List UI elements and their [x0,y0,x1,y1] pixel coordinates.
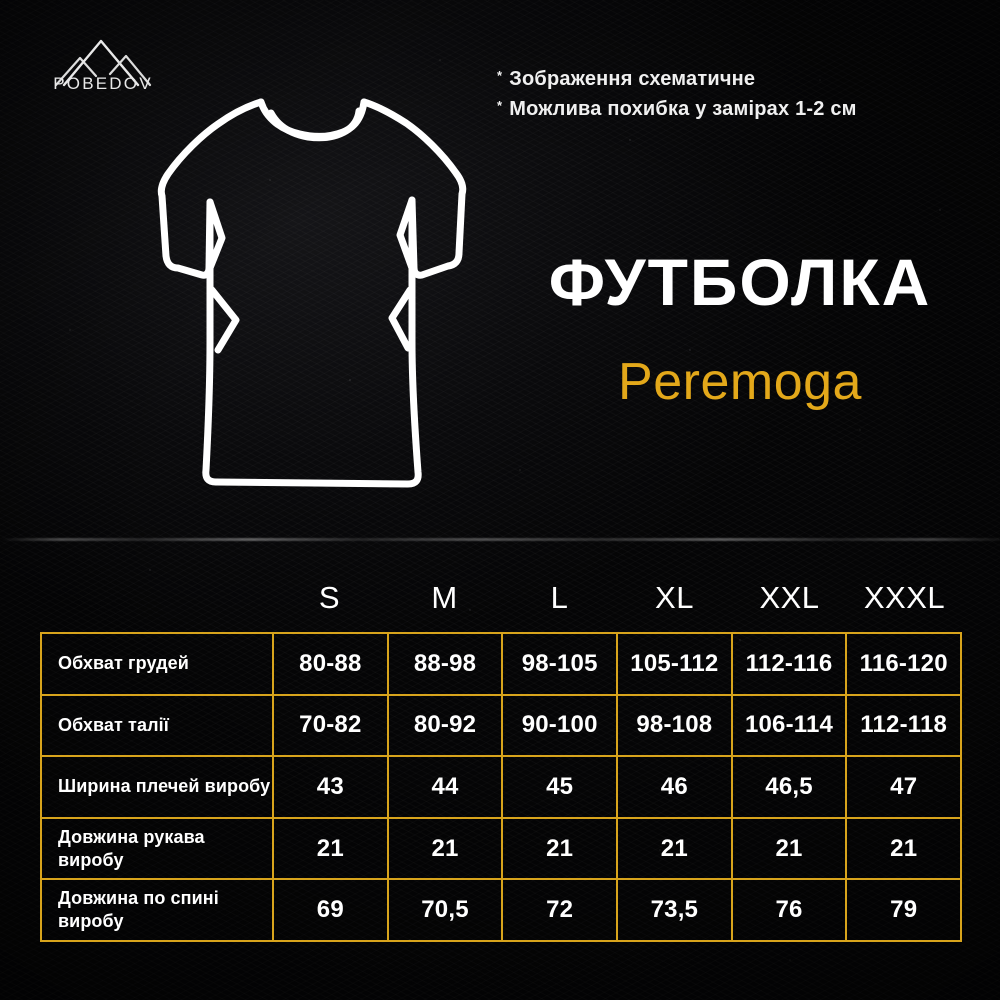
cell-value: 21 [389,818,504,879]
cell-value: 46 [618,757,733,817]
row-label: Довжина рукава виробу [42,818,274,879]
table-row: Обхват грудей 80-88 88-98 98-105 105-112… [42,634,960,696]
tshirt-outline-icon [157,98,467,488]
cell-value: 80-88 [274,634,389,694]
mountain-peaks-icon [54,39,152,87]
cell-value: 79 [890,896,918,924]
cell-value: 112-116 [733,634,848,694]
note-text: Зображення схематичне [509,68,756,90]
cell-value: 106-114 [733,695,848,756]
size-headers-spacer [40,572,272,624]
table-row: Довжина рукава виробу 21 21 21 21 21 21 [42,818,960,881]
table-row: Ширина плечей виробу 43 44 45 46 46,5 47 [42,757,960,819]
cell-value: 90-100 [503,695,619,756]
product-subtitle: Peremoga [618,353,862,411]
note-text: Можлива похибка у замірах 1-2 см [509,98,857,120]
size-header-l: L [550,580,569,615]
cell-value: 69 [274,880,389,940]
cell-value: 105-112 [618,634,733,694]
cell-value: 98-105 [503,634,619,694]
note-line: * Зображення схематичне [497,64,857,94]
note-line: * Можлива похибка у замірах 1-2 см [497,94,857,124]
cell-value: 47 [890,772,918,800]
measurements-table: Обхват грудей 80-88 88-98 98-105 105-112… [40,632,962,942]
row-label: Ширина плечей виробу [42,757,274,817]
cell-value: 44 [389,757,504,817]
cell-value: 46,5 [733,757,848,817]
size-header-m: M [431,580,458,615]
cell-value: 43 [274,757,389,817]
table-row: Обхват талії 70-82 80-92 90-100 98-108 1… [42,695,960,758]
cell-value: 21 [890,834,918,862]
size-header-xxxl: XXXL [863,580,946,615]
size-header-xl: XL [655,580,694,615]
tshirt-illustration [140,82,490,512]
size-header-xxl: XXL [759,580,820,615]
cell-value: 88-98 [389,634,504,694]
brand-name: POBEDOV [53,74,153,93]
cell-value: 70-82 [274,695,389,756]
row-label: Обхват талії [42,695,274,756]
notes-block: * Зображення схематичне * Можлива похибк… [497,64,857,124]
cell-value: 116-120 [859,649,948,677]
cell-value: 70,5 [389,880,504,940]
size-headers-row: S M L XL XXL XXXL [40,572,962,624]
row-label: Довжина по спині виробу [42,880,274,940]
bullet-star-icon: * [497,68,503,83]
bullet-star-icon: * [497,98,503,113]
row-label: Обхват грудей [42,634,274,694]
cell-value: 21 [274,818,389,879]
cell-value: 21 [503,818,619,879]
table-row: Довжина по спині виробу 69 70,5 72 73,5 … [42,880,960,940]
cell-value: 72 [503,880,619,940]
cell-value: 21 [733,818,848,879]
size-header-s: S [318,580,341,615]
cell-value: 73,5 [618,880,733,940]
page-title: ФУТБОЛКА [548,245,932,319]
brand-logo: POBEDOV [38,28,168,106]
cell-value: 112-118 [860,711,948,739]
cell-value: 21 [618,818,733,879]
cell-value: 80-92 [389,695,504,756]
cell-value: 45 [503,757,619,817]
cell-value: 76 [733,880,848,940]
cell-value: 98-108 [618,695,733,756]
